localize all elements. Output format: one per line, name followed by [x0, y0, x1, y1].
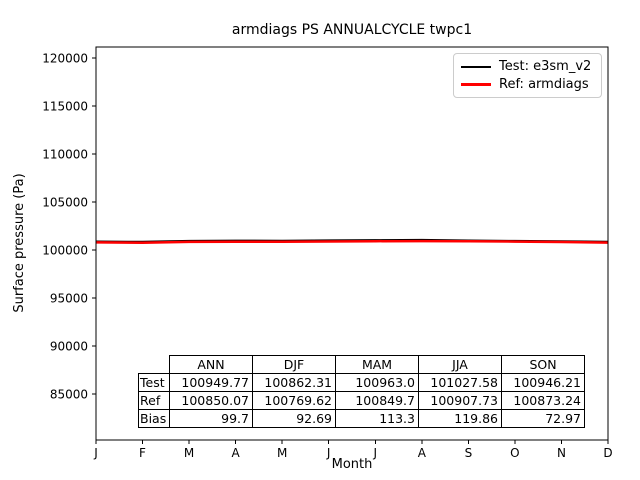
table-cell: 72.97	[501, 409, 585, 428]
y-tick-label: 120000	[42, 52, 88, 66]
table-header-row: ANN DJF MAM JJA SON	[139, 355, 585, 374]
x-tick-label: O	[510, 446, 519, 460]
table-cell: 101027.58	[418, 373, 502, 392]
x-tick-label: M	[277, 446, 287, 460]
table-row: Bias 99.7 92.69 113.3 119.86 72.97	[138, 409, 585, 428]
table-cell: 100862.31	[252, 373, 336, 392]
table-cell: 100907.73	[418, 391, 502, 410]
table-cell: 100963.0	[335, 373, 419, 392]
table-row-label: Ref	[138, 391, 170, 410]
ref-line-swatch	[461, 83, 491, 86]
y-axis-label: Surface pressure (Pa)	[12, 173, 27, 313]
y-tick-label: 85000	[50, 387, 88, 401]
table-corner-cell	[139, 356, 170, 374]
table-col-header: JJA	[418, 355, 502, 374]
legend-label-ref: Ref: armdiags	[499, 77, 589, 92]
chart-title: armdiags PS ANNUALCYCLE twpc1	[231, 22, 473, 38]
table-row: Ref 100850.07 100769.62 100849.7 100907.73 10…	[138, 391, 585, 410]
x-tick-label: A	[231, 446, 240, 460]
table-cell: 100946.21	[501, 373, 585, 392]
x-tick-label: J	[373, 446, 378, 460]
x-tick-label: S	[465, 446, 473, 460]
legend: Test: e3sm_v2 Ref: armdiags	[453, 53, 602, 98]
stats-table-body: ANN DJF MAM JJA SON Test 100949.77 100862.31 100…	[138, 355, 585, 428]
x-tick-label: N	[557, 446, 566, 460]
table-cell: 100850.07	[169, 391, 253, 410]
y-tick-label: 95000	[50, 291, 88, 305]
y-tick-label: 115000	[42, 100, 88, 114]
table-cell: 99.7	[169, 409, 253, 428]
x-tick-label: D	[603, 446, 612, 460]
y-tick-label: 105000	[42, 195, 88, 209]
x-tick-label: F	[139, 446, 146, 460]
legend-item-ref: Ref: armdiags	[461, 77, 594, 92]
x-tick-label: A	[418, 446, 427, 460]
x-axis-label: Month	[331, 457, 373, 472]
stats-table: ANN DJF MAM JJA SON Test 100949.77 100862.31 100…	[138, 355, 585, 428]
ref-line	[95, 239, 609, 244]
table-row-label: Test	[138, 373, 170, 392]
table-cell: 100769.62	[252, 391, 336, 410]
table-cell: 92.69	[252, 409, 336, 428]
table-col-header: ANN	[169, 355, 253, 374]
x-tick-label: J	[93, 446, 98, 460]
y-tick-label: 110000	[42, 148, 88, 162]
table-row: Test 100949.77 100862.31 100963.0 101027.58 1…	[138, 373, 585, 392]
y-tick-label: 100000	[42, 243, 88, 257]
table-cell: 119.86	[418, 409, 502, 428]
table-cell: 100949.77	[169, 373, 253, 392]
table-col-header: DJF	[252, 355, 336, 374]
table-cell: 113.3	[335, 409, 419, 428]
table-col-header: MAM	[335, 355, 419, 374]
y-tick-label: 90000	[50, 339, 88, 353]
legend-label-test: Test: e3sm_v2	[499, 59, 592, 74]
test-line-swatch	[461, 65, 491, 68]
x-tick-label: J	[326, 446, 331, 460]
legend-item-test: Test: e3sm_v2	[461, 59, 594, 74]
table-row-label: Bias	[138, 409, 170, 428]
axes-frame	[95, 46, 609, 441]
table-cell: 100873.24	[501, 391, 585, 410]
table-col-header: SON	[501, 355, 585, 374]
table-cell: 100849.7	[335, 391, 419, 410]
x-tick-label: M	[184, 446, 194, 460]
